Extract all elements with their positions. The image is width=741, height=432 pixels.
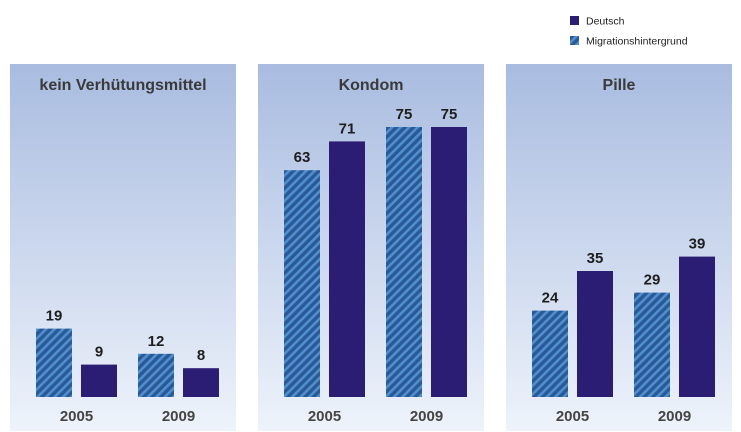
data-label: 35 bbox=[587, 250, 604, 267]
chart-panel-2: Pille 24 35 2005 29 39 2009 bbox=[506, 64, 732, 431]
legend-label-deutsch: Deutsch bbox=[586, 16, 625, 28]
bar-deutsch-2005 bbox=[81, 364, 117, 397]
bar-deutsch-2009 bbox=[183, 368, 219, 397]
bar-migration-2005 bbox=[532, 310, 568, 397]
bar-deutsch-2009 bbox=[679, 256, 715, 397]
data-label: 63 bbox=[294, 149, 311, 166]
chart-panel-1: Kondom 63 71 2005 75 75 2009 bbox=[258, 64, 484, 431]
data-label: 39 bbox=[689, 236, 706, 253]
x-tick-label: 2009 bbox=[162, 408, 195, 425]
x-tick-label: 2009 bbox=[410, 408, 443, 425]
x-tick-label: 2009 bbox=[658, 408, 691, 425]
data-label: 8 bbox=[197, 347, 205, 364]
bar-deutsch-2005 bbox=[329, 141, 365, 397]
legend: Deutsch Migrationshintergrund bbox=[570, 16, 688, 48]
bar-migration-2005 bbox=[36, 328, 72, 397]
bar-migration-2009 bbox=[138, 353, 174, 397]
data-label: 9 bbox=[95, 344, 103, 361]
bar-migration-2009 bbox=[386, 127, 422, 397]
chart-title: Kondom bbox=[339, 77, 404, 94]
bar-deutsch-2005 bbox=[577, 271, 613, 397]
data-label: 19 bbox=[46, 308, 63, 325]
legend-swatch-deutsch bbox=[570, 16, 579, 25]
bar-migration-2005 bbox=[284, 170, 320, 397]
data-label: 24 bbox=[542, 290, 559, 307]
bar-migration-2009 bbox=[634, 292, 670, 397]
data-label: 71 bbox=[339, 120, 356, 137]
panels: kein Verhütungsmittel19920051282009Kondo… bbox=[10, 64, 732, 431]
legend-label-migration: Migrationshintergrund bbox=[586, 36, 688, 48]
data-label: 29 bbox=[644, 272, 661, 289]
chart-title: Pille bbox=[603, 77, 636, 94]
x-tick-label: 2005 bbox=[556, 408, 589, 425]
chart-title: kein Verhütungsmittel bbox=[39, 77, 206, 94]
bar-deutsch-2009 bbox=[431, 127, 467, 397]
x-tick-label: 2005 bbox=[308, 408, 341, 425]
legend-swatch-migration bbox=[570, 36, 579, 45]
data-label: 75 bbox=[441, 106, 458, 123]
data-label: 12 bbox=[148, 333, 165, 350]
chart-panel-0: kein Verhütungsmittel 19 9 2005 12 8 2009 bbox=[10, 64, 236, 431]
x-tick-label: 2005 bbox=[60, 408, 93, 425]
data-label: 75 bbox=[396, 106, 413, 123]
